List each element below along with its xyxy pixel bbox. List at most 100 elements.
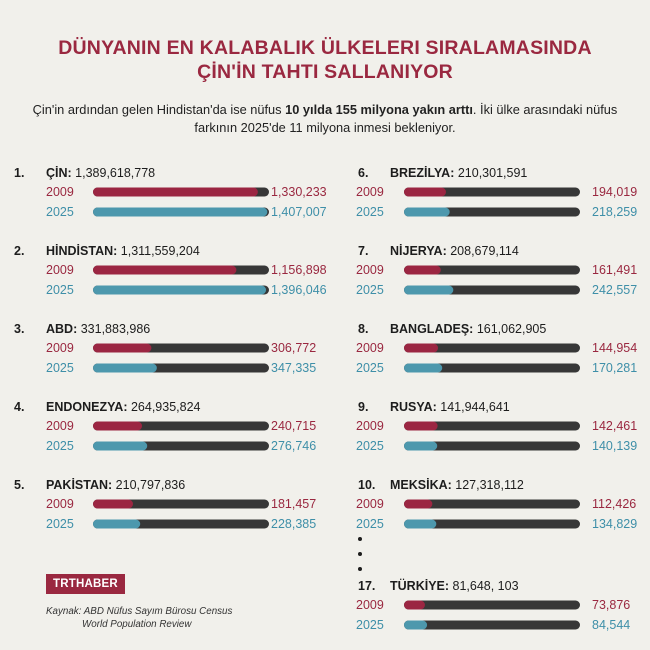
value-label-2009: 181,457 <box>271 497 316 511</box>
country-name: NİJERYA: <box>390 243 450 258</box>
value-label-2009: 73,876 <box>592 598 630 612</box>
country-population: 141,944,641 <box>440 400 510 414</box>
year-label-2025: 2025 <box>356 205 384 219</box>
bar-2025-abd <box>93 363 157 373</box>
subtitle-highlight: 10 yılda 155 milyona yakın arttı <box>285 102 473 117</box>
country-population: 210,301,591 <box>458 166 528 180</box>
year-label-2009: 2009 <box>356 598 384 612</box>
country-header-hi̇ndi̇stan: HİNDİSTAN: 1,311,559,204 <box>46 243 200 258</box>
bar-2025-hi̇ndi̇stan <box>93 285 267 295</box>
country-population: 210,797,836 <box>116 478 186 492</box>
country-population: 1,311,559,204 <box>121 244 200 258</box>
subtitle-line-2: farkının 2025'de 11 milyona inmesi bekle… <box>194 120 456 135</box>
rank-label: 6. <box>358 166 368 180</box>
subtitle-text-1: Çin'in ardından gelen Hindistan'da ise n… <box>32 102 286 117</box>
value-label-2025: 1,396,046 <box>271 283 327 297</box>
year-label-2025: 2025 <box>46 361 74 375</box>
year-label-2025: 2025 <box>356 618 384 632</box>
year-label-2025: 2025 <box>46 439 74 453</box>
country-population: 208,679,114 <box>450 244 519 258</box>
value-label-2009: 240,715 <box>271 419 316 433</box>
year-label-2009: 2009 <box>356 341 384 355</box>
ellipsis-dot <box>358 567 362 571</box>
year-label-2009: 2009 <box>46 497 74 511</box>
country-header-paki̇stan: PAKİSTAN: 210,797,836 <box>46 477 185 492</box>
bar-2025-endonezya <box>93 441 148 451</box>
bar-2025-türki̇ye <box>404 620 428 630</box>
bar-track <box>404 499 580 509</box>
year-label-2025: 2025 <box>356 439 384 453</box>
title-line-1: DÜNYANIN EN KALABALIK ÜLKELERI SIRALAMAS… <box>58 37 592 59</box>
rank-label: 1. <box>14 166 24 180</box>
value-label-2025: 228,385 <box>271 517 316 531</box>
country-name: ÇİN: <box>46 165 75 180</box>
value-label-2025: 242,557 <box>592 283 637 297</box>
country-population: 1,389,618,778 <box>75 166 155 180</box>
year-label-2009: 2009 <box>356 263 384 277</box>
country-population: 161,062,905 <box>477 322 547 336</box>
subtitle-line-1: Çin'in ardından gelen Hindistan'da ise n… <box>0 101 650 119</box>
country-header-meksi̇ka: MEKSİKA: 127,318,112 <box>390 477 524 492</box>
bar-2009-abd <box>93 343 152 353</box>
rank-label: 2. <box>14 244 24 258</box>
country-population: 81,648, 103 <box>453 579 519 593</box>
ellipsis-dot <box>358 537 362 541</box>
bar-2025-çi̇n <box>93 207 268 217</box>
year-label-2009: 2009 <box>356 185 384 199</box>
value-label-2025: 84,544 <box>592 618 630 632</box>
country-name: BANGLADEŞ: <box>390 322 477 336</box>
value-label-2025: 276,746 <box>271 439 316 453</box>
rank-label: 17. <box>358 579 375 593</box>
value-label-2025: 140,139 <box>592 439 637 453</box>
year-label-2009: 2009 <box>356 497 384 511</box>
rank-label: 3. <box>14 322 24 336</box>
ellipsis-dot <box>358 552 362 556</box>
value-label-2025: 1,407,007 <box>271 205 327 219</box>
country-header-rusya: RUSYA: 141,944,641 <box>390 400 510 414</box>
trt-haber-logo: TRTHABER <box>46 574 125 594</box>
bar-2009-meksi̇ka <box>404 499 433 509</box>
country-population: 127,318,112 <box>455 478 524 492</box>
rank-label: 9. <box>358 400 368 414</box>
country-name: ENDONEZYA: <box>46 400 131 414</box>
country-name: PAKİSTAN: <box>46 477 116 492</box>
bar-2009-hi̇ndi̇stan <box>93 265 237 275</box>
value-label-2009: 161,491 <box>592 263 637 277</box>
value-label-2025: 347,335 <box>271 361 316 375</box>
bar-track <box>404 265 580 275</box>
country-header-ni̇jerya: NİJERYA: 208,679,114 <box>390 243 519 258</box>
year-label-2025: 2025 <box>46 205 74 219</box>
rank-label: 10. <box>358 478 375 492</box>
value-label-2009: 1,330,233 <box>271 185 327 199</box>
year-label-2009: 2009 <box>46 185 74 199</box>
bar-2009-çi̇n <box>93 187 258 197</box>
title-line-2: ÇİN'İN TAHTI SALLANIYOR <box>197 61 453 83</box>
value-label-2025: 170,281 <box>592 361 637 375</box>
bar-2009-brezi̇lya <box>404 187 446 197</box>
bar-track <box>93 499 269 509</box>
subtitle-text-2: . İki ülke arasındaki nüfus <box>472 102 618 117</box>
country-name: RUSYA: <box>390 400 440 414</box>
country-name: ABD: <box>46 322 81 336</box>
chart-title: DÜNYANIN EN KALABALIK ÜLKELERI SIRALAMAS… <box>0 36 650 84</box>
source-note: Kaynak: ABD Nüfus Sayım Bürosu Census Wo… <box>46 605 266 631</box>
country-header-türki̇ye: TÜRKİYE: 81,648, 103 <box>390 578 519 593</box>
country-header-endonezya: ENDONEZYA: 264,935,824 <box>46 400 201 414</box>
rank-label: 5. <box>14 478 24 492</box>
country-name: MEKSİKA: <box>390 477 455 492</box>
year-label-2009: 2009 <box>46 263 74 277</box>
bar-track <box>404 441 580 451</box>
bar-track <box>404 343 580 353</box>
year-label-2025: 2025 <box>356 283 384 297</box>
rank-label: 4. <box>14 400 24 414</box>
bar-track <box>404 600 580 610</box>
bar-2025-paki̇stan <box>93 519 141 529</box>
country-population: 264,935,824 <box>131 400 201 414</box>
bar-2025-bangladeş <box>404 363 443 373</box>
value-label-2009: 306,772 <box>271 341 316 355</box>
year-label-2025: 2025 <box>46 517 74 531</box>
value-label-2009: 1,156,898 <box>271 263 327 277</box>
bar-track <box>404 620 580 630</box>
source-line-1: Kaynak: ABD Nüfus Sayım Bürosu Census <box>46 606 233 617</box>
